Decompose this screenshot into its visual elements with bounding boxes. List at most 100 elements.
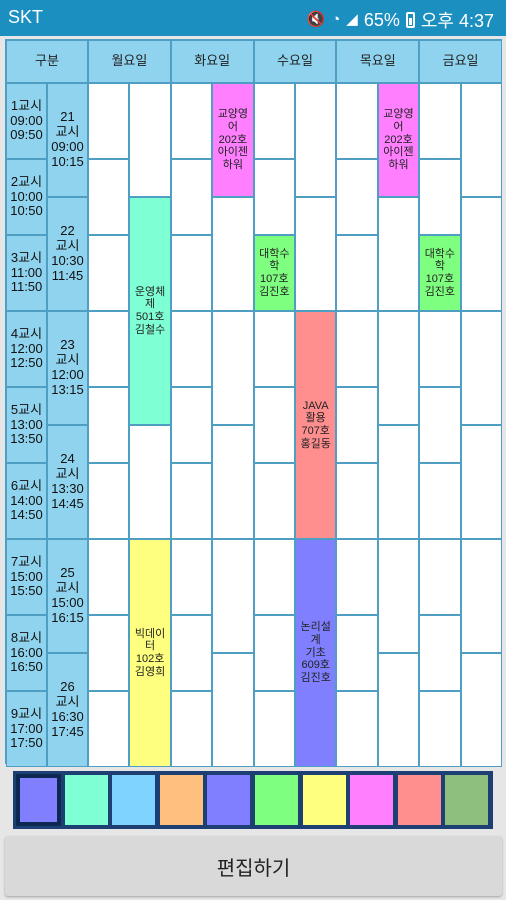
timetable-slot[interactable] (377, 311, 420, 425)
period-label: 5교시 13:00 13:50 (6, 387, 47, 463)
timetable-slot[interactable] (295, 197, 337, 311)
timetable-slot[interactable] (170, 463, 213, 539)
timetable-slot[interactable] (253, 387, 295, 463)
color-swatch[interactable] (206, 774, 252, 826)
timetable-slot[interactable] (336, 691, 378, 767)
timetable-slot[interactable] (377, 197, 420, 311)
timetable-slot[interactable] (253, 615, 295, 691)
timetable-slot[interactable] (212, 425, 254, 539)
block-period-label: 23 교시 12:00 13:15 (47, 311, 88, 425)
timetable-slot[interactable] (336, 463, 378, 539)
color-swatch[interactable] (158, 774, 204, 826)
timetable-slot[interactable] (336, 311, 378, 387)
header-cell-day: 화요일 (170, 40, 254, 83)
timetable-slot[interactable] (336, 83, 378, 159)
edit-button[interactable]: 편집하기 (5, 836, 502, 896)
timetable-slot[interactable] (88, 463, 130, 539)
period-label: 2교시 10:00 10:50 (6, 159, 47, 235)
period-label: 6교시 14:00 14:50 (6, 463, 47, 539)
timetable-slot[interactable] (212, 653, 254, 767)
timetable-slot[interactable] (460, 539, 502, 653)
timetable-slot[interactable] (419, 615, 461, 691)
timetable-slot[interactable] (460, 311, 502, 425)
timetable-slot[interactable] (88, 235, 130, 311)
timetable-slot[interactable] (170, 159, 213, 235)
color-swatch[interactable] (301, 774, 347, 826)
timetable-slot[interactable] (419, 463, 461, 539)
timetable-slot[interactable] (212, 539, 254, 653)
timetable-slot[interactable] (253, 159, 295, 235)
timetable-slot[interactable] (336, 539, 378, 615)
timetable-slot[interactable] (212, 197, 254, 311)
timetable-slot[interactable] (419, 159, 461, 235)
class-block[interactable]: 대학수학 107호 김진호 (419, 235, 461, 311)
header-cell-label: 구분 (6, 40, 88, 83)
timetable-slot[interactable] (129, 83, 171, 197)
color-swatch[interactable] (63, 774, 109, 826)
color-swatch[interactable] (111, 774, 157, 826)
timetable-slot[interactable] (88, 691, 130, 767)
color-swatch[interactable] (444, 774, 490, 826)
color-swatch[interactable] (254, 774, 299, 826)
timetable-slot[interactable] (170, 615, 213, 691)
timetable-slot[interactable] (170, 311, 213, 387)
mute-icon: 🔇 (306, 11, 326, 28)
timetable-slot[interactable] (460, 197, 502, 311)
class-block[interactable]: 대학수학 107호 김진호 (253, 235, 295, 311)
timetable-slot[interactable] (88, 615, 130, 691)
color-swatch[interactable] (16, 774, 61, 826)
period-label: 4교시 12:00 12:50 (6, 311, 47, 387)
timetable-slot[interactable] (419, 387, 461, 463)
header-cell-day: 금요일 (419, 40, 502, 83)
timetable-slot[interactable] (336, 235, 378, 311)
timetable-slot[interactable] (419, 83, 461, 159)
color-palette (13, 771, 493, 829)
timetable-slot[interactable] (377, 539, 420, 653)
timetable-slot[interactable] (170, 83, 213, 159)
timetable-slot[interactable] (88, 311, 130, 387)
timetable-slot[interactable] (88, 159, 130, 235)
timetable-slot[interactable] (460, 83, 502, 197)
timetable-slot[interactable] (253, 83, 295, 159)
period-label: 3교시 11:00 11:50 (6, 235, 47, 311)
timetable-slot[interactable] (336, 615, 378, 691)
timetable-slot[interactable] (170, 539, 213, 615)
class-block[interactable]: 빅데이터 102호 김영희 (129, 539, 171, 767)
timetable-slot[interactable] (170, 387, 213, 463)
timetable-slot[interactable] (253, 463, 295, 539)
timetable-slot[interactable] (419, 691, 461, 767)
timetable-slot[interactable] (460, 653, 502, 767)
class-block[interactable]: 교양영어 202호 아이젠하워 (377, 83, 420, 197)
timetable-slot[interactable] (88, 387, 130, 463)
color-swatch[interactable] (396, 774, 442, 826)
timetable-slot[interactable] (253, 311, 295, 387)
color-swatch[interactable] (349, 774, 395, 826)
timetable-slot[interactable] (336, 159, 378, 235)
timetable-slot[interactable] (212, 311, 254, 425)
timetable-slot[interactable] (419, 311, 461, 387)
timetable-grid: 구분 월요일 화요일 수요일 목요일 금요일 1교시 09:00 09:50 2교시 10:0… (5, 39, 502, 767)
timetable-slot[interactable] (253, 691, 295, 767)
timetable-slot[interactable] (170, 691, 213, 767)
timetable-slot[interactable] (336, 387, 378, 463)
timetable-slot[interactable] (419, 539, 461, 615)
timetable-slot[interactable] (170, 235, 213, 311)
class-block[interactable]: 운영체제 501호 김철수 (129, 197, 171, 425)
period-label: 9교시 17:00 17:50 (6, 691, 47, 767)
timetable-slot[interactable] (377, 653, 420, 767)
timetable-slot[interactable] (88, 83, 130, 159)
timetable-slot[interactable] (377, 425, 420, 539)
class-block[interactable]: 논리설계 기초 609호 김진호 (295, 539, 337, 767)
class-block[interactable]: JAVA활용 707호 홍길동 (295, 311, 337, 539)
status-bar: SKT 🔇 ◔ ◢ 65% 오후 4:37 (0, 0, 506, 36)
header-cell-day: 월요일 (88, 40, 171, 83)
status-right: 🔇 ◔ ◢ 65% 오후 4:37 (307, 7, 494, 33)
clock: 오후 4:37 (420, 11, 494, 31)
timetable-slot[interactable] (88, 539, 130, 615)
class-block[interactable]: 교양영어 202호 아이젠하워 (212, 83, 254, 197)
timetable-slot[interactable] (460, 425, 502, 539)
block-period-label: 26 교시 16:30 17:45 (47, 653, 88, 767)
timetable-slot[interactable] (295, 83, 337, 197)
timetable-slot[interactable] (253, 539, 295, 615)
timetable-slot[interactable] (129, 425, 171, 539)
